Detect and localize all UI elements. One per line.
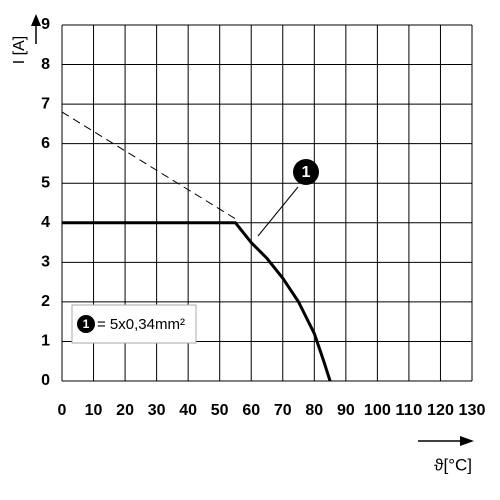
x-tick-label: 30 (148, 402, 166, 419)
x-arrow-head (460, 436, 474, 446)
x-tick-label: 20 (116, 402, 134, 419)
y-tick-label: 2 (41, 293, 50, 310)
y-tick-label: 7 (41, 95, 50, 112)
x-axis-label: ϑ[°C] (434, 455, 472, 474)
x-tick-label: 10 (85, 402, 103, 419)
x-tick-label: 100 (364, 402, 391, 419)
y-tick-label: 1 (41, 333, 50, 350)
x-tick-label: 0 (58, 402, 67, 419)
curve (62, 221, 332, 382)
x-tick-label: 110 (395, 402, 422, 419)
legend-marker (77, 315, 95, 333)
dashed-line (61, 111, 236, 220)
callout-label: 1 (302, 164, 311, 181)
y-tick-label: 8 (41, 56, 50, 73)
x-tick-label: 70 (274, 402, 292, 419)
callout-line (257, 186, 299, 237)
legend-text: = 5x0,34mm² (97, 316, 185, 333)
x-tick-label: 80 (305, 402, 323, 419)
y-axis-label: I [A] (11, 36, 28, 64)
x-tick-label: 60 (242, 402, 260, 419)
y-tick-label: 4 (41, 214, 50, 231)
x-tick-label: 130 (459, 402, 486, 419)
callout-marker (293, 159, 319, 185)
x-tick-label: 40 (179, 402, 197, 419)
y-tick-label: 9 (41, 16, 50, 33)
y-tick-label: 6 (41, 135, 50, 152)
y-tick-label: 0 (41, 372, 50, 389)
y-tick-label: 3 (41, 254, 50, 271)
x-tick-label: 50 (211, 402, 229, 419)
y-arrow-head (31, 14, 41, 26)
x-tick-label: 120 (427, 402, 454, 419)
x-tick-label: 90 (337, 402, 355, 419)
legend-marker-label: 1 (83, 317, 90, 331)
y-tick-label: 5 (41, 174, 50, 191)
